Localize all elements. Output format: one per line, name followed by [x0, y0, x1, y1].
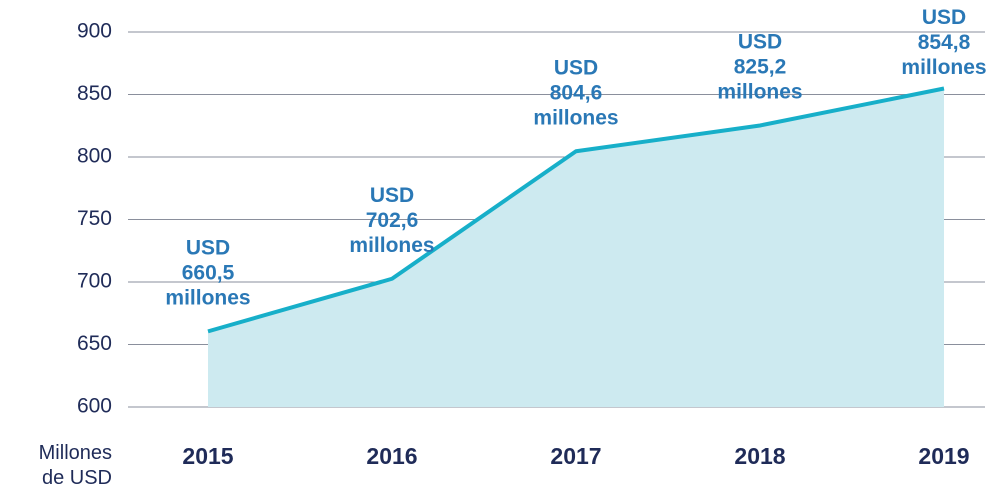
x-tick-label: 2015	[182, 443, 233, 469]
area-fill	[208, 88, 944, 407]
x-tick-label: 2018	[734, 443, 785, 469]
x-tick-label: 2019	[918, 443, 969, 469]
y-tick-label: 650	[77, 332, 112, 355]
y-tick-label: 750	[77, 207, 112, 230]
value-label: USD 804,6 millones	[533, 56, 618, 129]
value-label: USD 660,5 millones	[165, 236, 250, 309]
y-tick-label: 900	[77, 20, 112, 43]
value-label: USD 825,2 millones	[717, 30, 802, 103]
y-tick-label: 600	[77, 395, 112, 418]
y-tick-label: 800	[77, 145, 112, 168]
value-label: USD 854,8 millones	[901, 6, 986, 79]
y-tick-label: 700	[77, 270, 112, 293]
value-label: USD 702,6 millones	[349, 183, 434, 256]
line	[207, 86, 945, 334]
y-tick-label: 850	[77, 82, 112, 105]
x-tick-label: 2016	[366, 443, 417, 469]
y-axis-label: Millones de USD	[39, 442, 112, 489]
x-tick-label: 2017	[550, 443, 601, 469]
